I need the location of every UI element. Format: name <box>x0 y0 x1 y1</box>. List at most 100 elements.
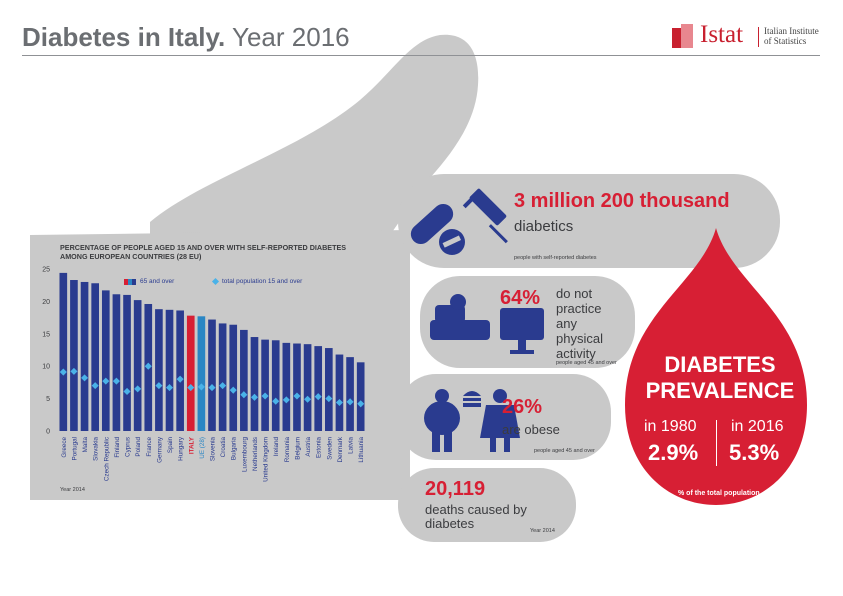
couch-tv-icon <box>430 294 544 354</box>
bar-lithuania <box>356 362 365 431</box>
diabetics-label: diabetics <box>514 218 574 235</box>
x-tick-label: Croatia <box>220 437 227 458</box>
y-tick-label: 15 <box>42 331 50 338</box>
obesity-label: are obese <box>502 422 560 437</box>
y-tick-label: 10 <box>42 364 50 371</box>
marker-ue-28- <box>197 383 205 391</box>
title-rule <box>22 55 820 56</box>
marker-poland <box>134 385 142 393</box>
marker-germany <box>155 382 163 390</box>
x-tick-label: Ireland <box>273 437 280 457</box>
prevalence-note: % of the total population <box>678 490 760 497</box>
marker-malta <box>81 374 89 382</box>
chart-markers <box>59 362 365 408</box>
bar-austria <box>303 344 312 431</box>
diabetics-value: 3 million 200 thousand <box>514 190 730 212</box>
marker-france <box>144 362 152 370</box>
x-tick-label: Denmark <box>337 436 344 462</box>
marker-bulgaria <box>229 386 237 394</box>
page-title: Diabetes in Italy. Year 2016 <box>22 22 350 53</box>
deaths-value: 20,119 <box>425 478 486 500</box>
burger-icon <box>463 391 481 407</box>
page-title-year: Year 2016 <box>225 22 350 52</box>
bar-finland <box>112 294 121 431</box>
bar-romania <box>282 342 291 431</box>
istat-logo-divider <box>758 27 759 47</box>
x-tick-label: Malta <box>82 437 89 453</box>
finger-4 <box>398 468 576 542</box>
y-tick-label: 20 <box>42 299 50 306</box>
bar-ue-28- <box>197 316 206 431</box>
x-tick-label: Lithuania <box>358 437 365 463</box>
bar-denmark <box>335 354 344 431</box>
marker-italy <box>187 384 195 392</box>
x-tick-label: Cyprus <box>125 437 132 457</box>
x-tick-label: Greece <box>61 437 68 458</box>
inactivity-note: people aged 45 and over <box>556 360 617 366</box>
marker-czech-republic <box>102 377 110 385</box>
bar-poland <box>133 300 142 431</box>
istat-logo: Istat Italian Institute of Statistics <box>672 21 822 52</box>
marker-romania <box>282 396 290 404</box>
y-tick-label: 25 <box>42 267 50 274</box>
marker-croatia <box>219 382 227 390</box>
legend-label-markers: total population 15 and over <box>222 278 303 285</box>
x-tick-label: Czech Republic <box>103 437 110 481</box>
prevalence-divider <box>716 420 717 466</box>
bar-cyprus <box>123 294 131 431</box>
x-tick-label: Finland <box>114 437 121 458</box>
bar-sweden <box>325 348 333 431</box>
bar-slovakia <box>91 283 99 431</box>
x-tick-label: Luxembourg <box>241 437 248 473</box>
bar-greece <box>59 272 68 431</box>
bar-luxembourg <box>240 329 248 431</box>
inactivity-value: 64% <box>500 287 541 309</box>
marker-ireland <box>272 397 280 405</box>
page-title-bold: Diabetes in Italy. <box>22 22 226 52</box>
legend-swatch-bar-blue <box>128 279 132 285</box>
x-axis-labels: Greece Portugal Malta Slovakia Czech Republi… <box>61 436 365 482</box>
bar-latvia <box>346 357 354 431</box>
x-tick-label: ITALY <box>188 436 195 454</box>
obesity-value: 26% <box>502 396 543 418</box>
x-tick-label: Latvia <box>348 437 355 454</box>
bar-hungary <box>176 310 184 431</box>
istat-logo-sub-1: Italian Institute <box>764 26 819 36</box>
bar-czech-republic <box>101 290 110 431</box>
chart-legend <box>124 277 220 286</box>
legend-swatch-bar-red <box>124 279 128 285</box>
inactivity-label: do not practice any physical activity <box>556 286 603 361</box>
bar-bulgaria <box>229 324 238 431</box>
deaths-note: Year 2014 <box>530 528 555 534</box>
prevalence-year1-label: in 1980 <box>644 418 697 435</box>
x-tick-label: Romania <box>284 437 291 463</box>
x-tick-label: Austria <box>305 437 312 457</box>
marker-austria <box>304 395 312 403</box>
x-tick-label: Spain <box>167 437 174 454</box>
bar-croatia <box>218 323 227 431</box>
x-tick-label: Belgium <box>294 437 301 460</box>
prevalence-year2-label: in 2016 <box>731 418 784 435</box>
prevalence-year1-value: 2.9% <box>648 440 699 465</box>
istat-logo-subtitle: Italian Institute of Statistics <box>764 26 819 46</box>
marker-slovenia <box>208 384 216 392</box>
prevalence-title: DIABETES PREVALENCE <box>645 352 795 403</box>
thumb-shape <box>150 34 479 235</box>
marker-luxembourg <box>240 391 248 399</box>
diabetics-note: people with self-reported diabetes <box>514 255 597 261</box>
x-tick-label: UE (28) <box>199 437 206 459</box>
marker-netherlands <box>250 393 259 401</box>
marker-belgium <box>293 392 301 400</box>
pills-icon <box>410 203 465 255</box>
legend-swatch-bar-navy <box>132 279 136 285</box>
marker-estonia <box>314 393 322 401</box>
marker-united-kingdom <box>261 392 269 400</box>
x-tick-label: France <box>146 437 153 457</box>
bar-belgium <box>293 343 301 431</box>
x-tick-label: Netherlands <box>252 437 259 471</box>
bar-ireland <box>271 340 280 431</box>
bar-portugal <box>70 280 78 431</box>
istat-logo-sub-2: of Statistics <box>764 36 807 46</box>
y-tick-label: 5 <box>46 396 50 403</box>
